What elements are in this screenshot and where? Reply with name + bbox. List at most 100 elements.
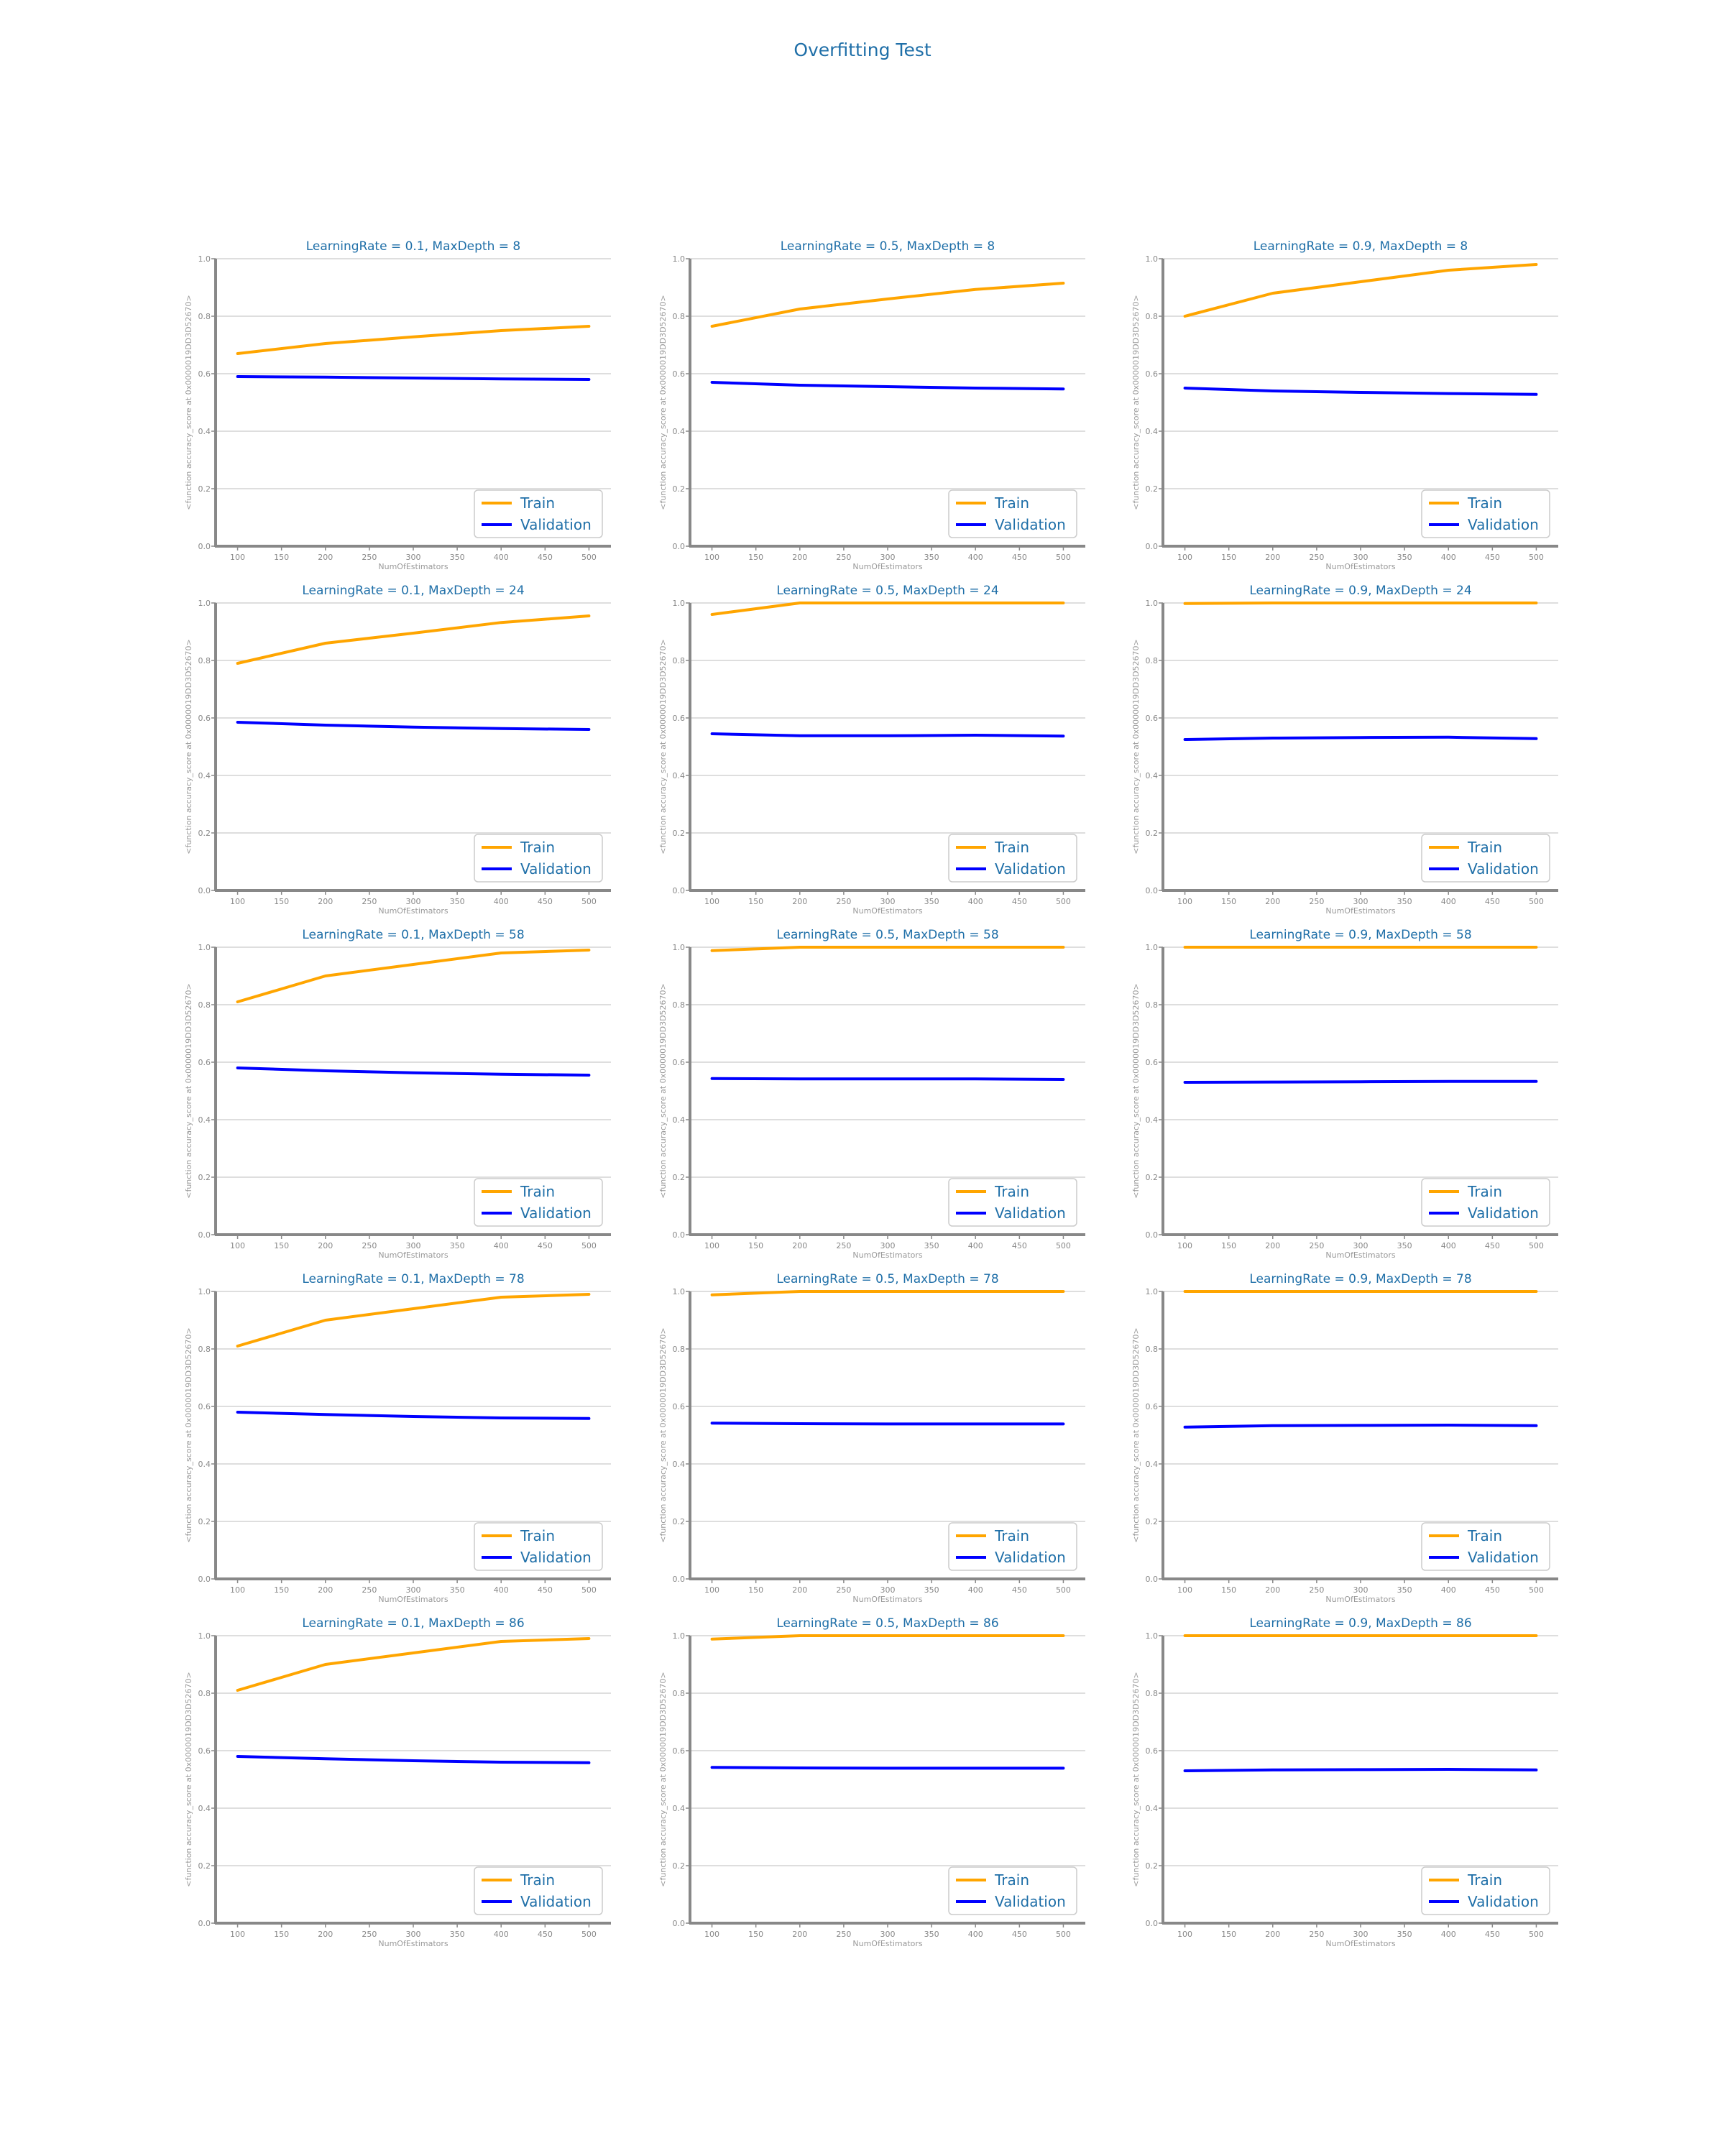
y-axis-label: <function accuracy_score at 0x0000019DD3… xyxy=(658,295,668,510)
x-tick-label: 200 xyxy=(318,897,333,906)
x-axis-label: NumOfEstimators xyxy=(1325,1250,1396,1260)
x-tick-label: 200 xyxy=(792,553,807,562)
legend-label-validation: Validation xyxy=(520,1893,592,1910)
y-tick-label: 0.4 xyxy=(198,1460,211,1469)
series-line-validation xyxy=(1183,387,1538,396)
y-tick-label: 0.2 xyxy=(198,1517,211,1526)
x-tick-label: 400 xyxy=(494,1241,509,1250)
legend-label-train: Train xyxy=(520,494,555,512)
x-tick-label: 150 xyxy=(1221,897,1236,906)
x-tick-label: 300 xyxy=(406,897,421,906)
subplot-title: LearningRate = 0.5, MaxDepth = 58 xyxy=(776,928,998,942)
y-tick-label: 0.2 xyxy=(198,484,211,494)
x-tick-label: 450 xyxy=(1485,1241,1500,1250)
x-tick-label: 500 xyxy=(1056,1585,1071,1595)
subplot-title: LearningRate = 0.5, MaxDepth = 78 xyxy=(776,1272,998,1286)
y-axis-label: <function accuracy_score at 0x0000019DD3… xyxy=(184,639,193,854)
y-tick-label: 0.6 xyxy=(673,1058,686,1067)
y-tick-label: 0.6 xyxy=(198,1746,211,1756)
x-tick-label: 300 xyxy=(880,553,896,562)
subplot-title: LearningRate = 0.9, MaxDepth = 78 xyxy=(1249,1272,1471,1286)
subplot-title: LearningRate = 0.5, MaxDepth = 24 xyxy=(776,584,998,598)
x-tick-label: 500 xyxy=(1529,553,1544,562)
y-tick-label: 0.6 xyxy=(1146,1058,1159,1067)
y-tick-label: 0.4 xyxy=(198,771,211,780)
legend: Train Validation xyxy=(474,834,603,883)
legend-label-validation: Validation xyxy=(1468,516,1539,533)
y-tick-label: 0.4 xyxy=(1146,1115,1159,1125)
x-tick-label: 400 xyxy=(968,1930,983,1939)
x-tick-label: 350 xyxy=(924,1585,939,1595)
x-tick-label: 100 xyxy=(704,553,719,562)
x-tick-label: 500 xyxy=(581,553,597,562)
x-tick-label: 350 xyxy=(450,1930,465,1939)
x-tick-label: 100 xyxy=(230,553,245,562)
legend: Train Validation xyxy=(1421,1178,1550,1227)
legend: Train Validation xyxy=(1421,489,1550,538)
y-axis-label: <function accuracy_score at 0x0000019DD3… xyxy=(1131,983,1141,1199)
y-tick-label: 0.6 xyxy=(198,714,211,723)
legend: Train Validation xyxy=(474,489,603,538)
x-tick-label: 400 xyxy=(968,1241,983,1250)
series-line-train xyxy=(710,602,1065,616)
x-tick-label: 500 xyxy=(1056,897,1071,906)
y-tick-label: 0.0 xyxy=(198,1230,211,1240)
y-tick-label: 0.0 xyxy=(1146,886,1159,895)
x-tick-label: 400 xyxy=(494,1930,509,1939)
series-line-validation xyxy=(236,721,591,731)
y-tick-label: 0.4 xyxy=(198,1115,211,1125)
x-tick-label: 350 xyxy=(1397,553,1412,562)
x-tick-label: 350 xyxy=(924,1241,939,1250)
x-tick-label: 500 xyxy=(581,1930,597,1939)
x-tick-label: 200 xyxy=(792,1585,807,1595)
y-tick-label: 0.6 xyxy=(1146,1746,1159,1756)
y-tick-label: 0.8 xyxy=(673,312,686,321)
x-tick-label: 100 xyxy=(230,1930,245,1939)
series-line-validation xyxy=(710,732,1065,738)
y-tick-label: 0.4 xyxy=(1146,1460,1159,1469)
x-tick-label: 100 xyxy=(1177,1930,1192,1939)
x-tick-label: 500 xyxy=(1529,1930,1544,1939)
legend-label-train: Train xyxy=(1467,1527,1502,1544)
x-tick-label: 400 xyxy=(494,553,509,562)
x-tick-label: 200 xyxy=(318,1241,333,1250)
x-tick-label: 250 xyxy=(362,1585,377,1595)
legend-label-train: Train xyxy=(1467,1871,1502,1889)
subplot-title: LearningRate = 0.5, MaxDepth = 86 xyxy=(776,1616,998,1631)
subplot-10: 0.0 0.2 0.4 0.6 0.8 1.0 100 150 200 250 300 350 400 4… xyxy=(184,1272,611,1604)
y-tick-label: 1.0 xyxy=(1146,1631,1159,1641)
x-tick-label: 200 xyxy=(1265,553,1280,562)
y-tick-label: 1.0 xyxy=(1146,943,1159,952)
x-tick-label: 500 xyxy=(1056,553,1071,562)
y-tick-label: 0.8 xyxy=(673,656,686,665)
series-line-validation xyxy=(710,1766,1065,1770)
y-tick-label: 0.8 xyxy=(198,656,211,665)
y-axis-label: <function accuracy_score at 0x0000019DD3… xyxy=(1131,295,1141,510)
legend-label-train: Train xyxy=(520,1527,555,1544)
y-axis-label: <function accuracy_score at 0x0000019DD3… xyxy=(658,639,668,854)
legend-label-train: Train xyxy=(994,1871,1029,1889)
y-tick-label: 0.0 xyxy=(1146,542,1159,551)
figure-title: Overfitting Test xyxy=(794,40,932,60)
x-tick-label: 400 xyxy=(968,1585,983,1595)
x-tick-label: 500 xyxy=(1056,1930,1071,1939)
series-line-validation xyxy=(1183,1768,1538,1772)
legend-label-validation: Validation xyxy=(520,1204,592,1222)
x-tick-label: 300 xyxy=(406,1930,421,1939)
x-tick-label: 250 xyxy=(836,1241,851,1250)
y-tick-label: 0.8 xyxy=(198,1000,211,1010)
y-tick-label: 1.0 xyxy=(673,599,686,608)
y-tick-label: 0.0 xyxy=(673,542,686,551)
series-line-train xyxy=(1183,263,1538,318)
y-axis-label: <function accuracy_score at 0x0000019DD3… xyxy=(1131,1672,1141,1887)
x-tick-label: 250 xyxy=(362,897,377,906)
y-tick-label: 0.8 xyxy=(1146,1000,1159,1010)
x-tick-label: 500 xyxy=(1056,1241,1071,1250)
y-tick-label: 0.8 xyxy=(673,1000,686,1010)
x-tick-label: 400 xyxy=(1441,553,1456,562)
x-tick-label: 350 xyxy=(924,1930,939,1939)
x-tick-label: 300 xyxy=(880,1241,896,1250)
series-line-validation xyxy=(236,1411,591,1420)
series-line-train xyxy=(710,946,1065,952)
y-tick-label: 0.6 xyxy=(198,1058,211,1067)
